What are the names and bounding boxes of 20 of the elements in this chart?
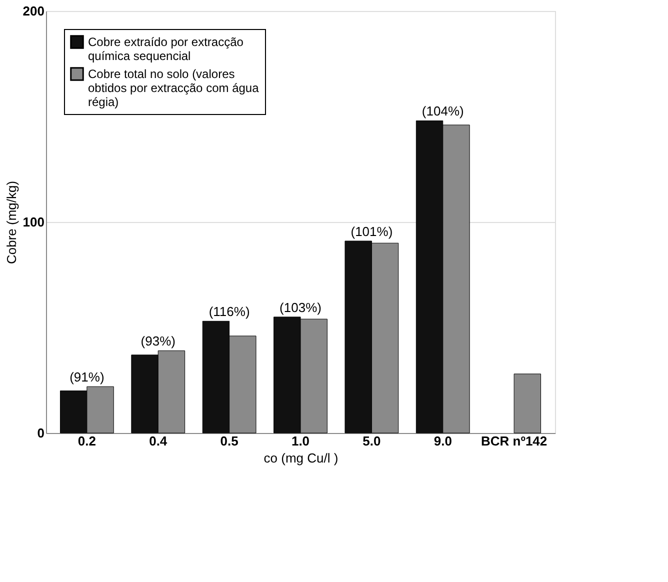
annotation: (101%)	[350, 224, 393, 239]
legend-label: Cobre total no solo (valores obtidos por extracção com água régia)	[88, 67, 260, 109]
annotation: (116%)	[208, 304, 250, 320]
annotation: (104%)	[422, 104, 464, 119]
annotation: (103%)	[280, 300, 322, 315]
x-tick-label: 0.4	[149, 434, 168, 448]
x-tick-label: 5.0	[362, 434, 381, 448]
annotation: (91%)	[70, 370, 104, 385]
x-tick-label: 0.5	[220, 434, 238, 448]
y-axis-title: Cobre (mg/kg)	[4, 180, 19, 264]
x-axis-title: co (mg Cu/l )	[264, 450, 338, 466]
legend-label: Cobre extraído por extracção química sequencial	[88, 35, 244, 63]
y-tick-label: 0	[37, 426, 44, 440]
y-tick-label: 100	[22, 214, 44, 230]
x-tick-label: BCR nº142	[480, 434, 548, 448]
annotation: (93%)	[140, 334, 176, 349]
y-tick-label: 200	[22, 4, 44, 18]
x-tick-label: 1.0	[291, 434, 310, 448]
x-tick-label: 9.0	[434, 434, 452, 448]
x-tick-label: 0.2	[78, 434, 96, 448]
